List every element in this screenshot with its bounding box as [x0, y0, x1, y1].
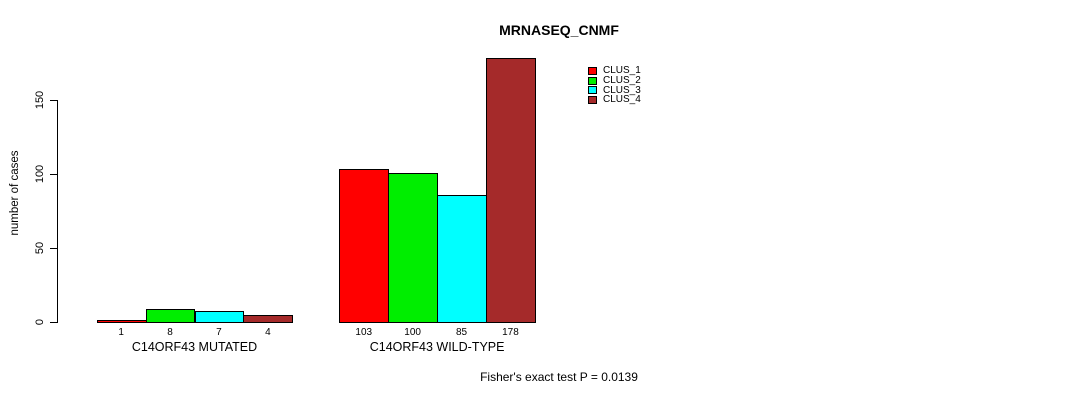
y-tick-label: 50	[34, 241, 46, 255]
bar-value-label: 103	[355, 326, 373, 338]
y-axis-line	[57, 100, 58, 323]
y-tick	[50, 174, 57, 175]
legend-label: CLUS_2	[603, 74, 641, 86]
group-label: C14ORF43 MUTATED	[131, 340, 258, 354]
bar-value-label: 4	[265, 326, 271, 338]
chart-title: MRNASEQ_CNMF	[499, 22, 619, 38]
bar-value-label: 100	[404, 326, 421, 338]
y-tick	[50, 100, 57, 101]
legend-item: CLUS_2	[588, 74, 641, 86]
bar-value-label: 8	[167, 326, 173, 338]
bar-value-label: 7	[216, 326, 222, 338]
y-tick	[50, 322, 57, 323]
bar	[339, 168, 390, 323]
legend-swatch	[588, 66, 597, 75]
legend-swatch	[588, 96, 597, 105]
bar-value-label: 1	[118, 326, 124, 338]
bar	[437, 195, 487, 323]
footnote: Fisher's exact test P = 0.0139	[480, 370, 638, 384]
bar	[243, 315, 294, 323]
bar	[145, 309, 196, 323]
legend-label: CLUS_1	[603, 65, 641, 76]
y-tick-label: 100	[34, 164, 46, 184]
bar	[194, 310, 245, 323]
legend-item: CLUS_3	[588, 84, 641, 96]
y-tick-label: 150	[34, 90, 46, 110]
bar	[96, 319, 147, 323]
group-label: C14ORF43 WILD-TYPE	[369, 340, 505, 354]
legend-label: CLUS_3	[603, 84, 641, 96]
bar	[388, 173, 439, 323]
legend-item: CLUS_4	[588, 95, 641, 105]
bar-value-label: 85	[455, 326, 468, 338]
legend-swatch	[588, 86, 597, 95]
bar	[486, 57, 536, 323]
y-tick-label: 0	[34, 318, 46, 326]
legend: CLUS_1 CLUS_2 CLUS_3 CLUS_4	[588, 66, 641, 105]
bar-value-label: 178	[502, 326, 519, 338]
y-axis-title: number of cases	[9, 150, 21, 236]
legend-swatch	[588, 76, 597, 85]
y-tick	[50, 248, 57, 249]
legend-label: CLUS_4	[603, 94, 641, 106]
legend-item: CLUS_1	[588, 66, 641, 76]
